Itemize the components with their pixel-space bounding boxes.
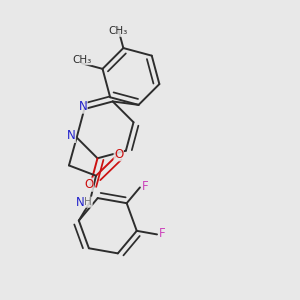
Text: H: H bbox=[84, 197, 92, 207]
Text: F: F bbox=[159, 227, 166, 240]
Text: N: N bbox=[67, 129, 76, 142]
Text: CH₃: CH₃ bbox=[108, 26, 128, 36]
Text: CH₃: CH₃ bbox=[73, 55, 92, 65]
Text: O: O bbox=[114, 148, 123, 161]
Text: O: O bbox=[84, 178, 93, 191]
Text: F: F bbox=[142, 180, 149, 193]
Text: N: N bbox=[78, 100, 87, 113]
Text: N: N bbox=[76, 196, 85, 209]
